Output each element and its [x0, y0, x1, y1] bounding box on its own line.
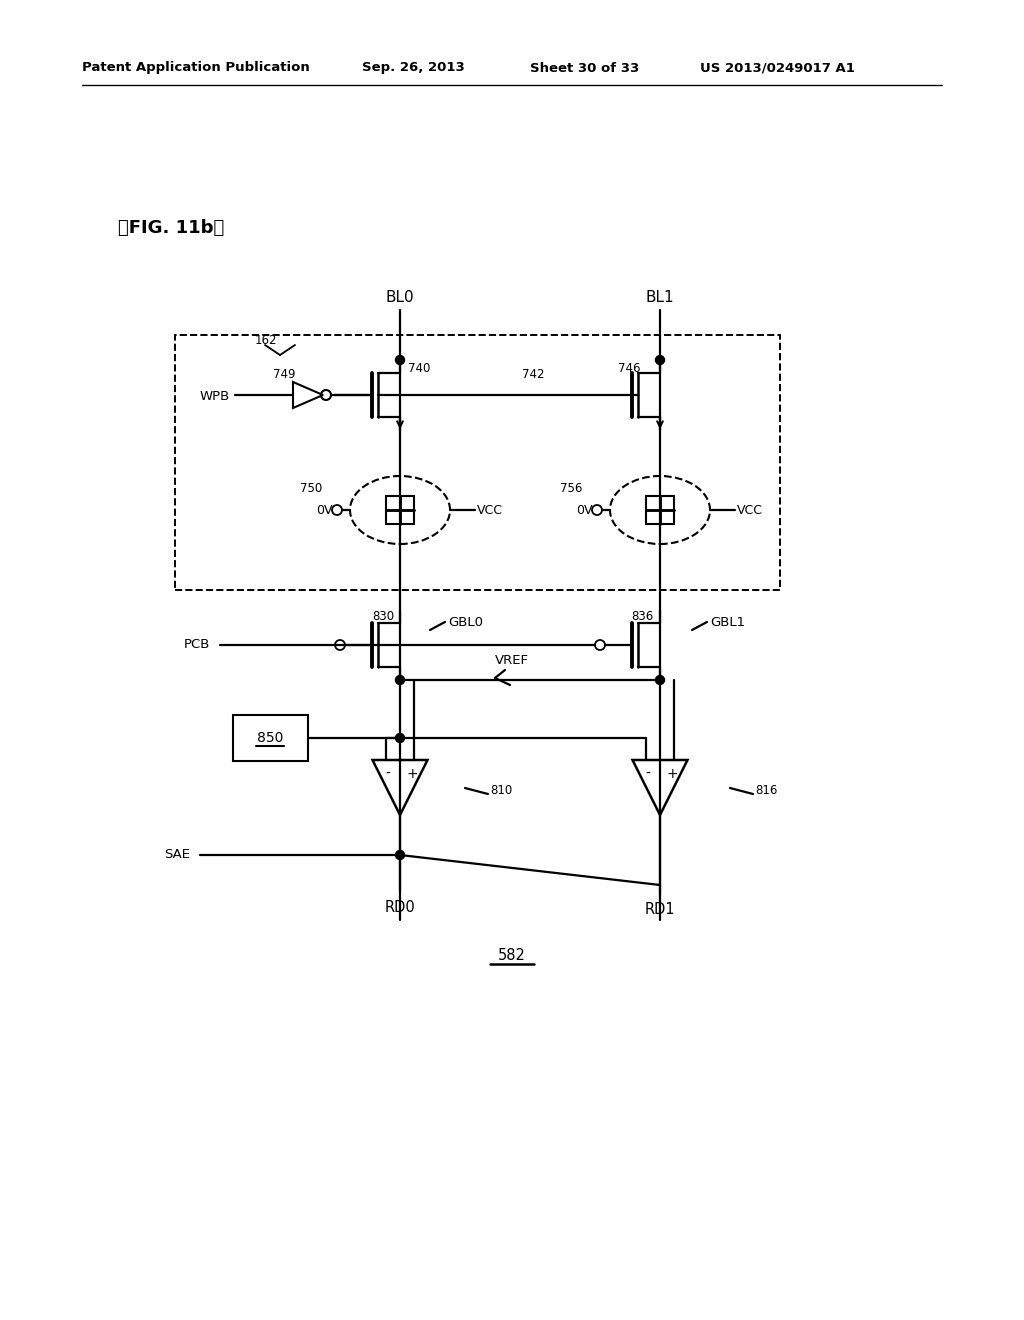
Text: Sep. 26, 2013: Sep. 26, 2013 [362, 62, 465, 74]
Text: -: - [645, 767, 650, 781]
Text: SAE: SAE [164, 849, 190, 862]
Text: PCB: PCB [183, 639, 210, 652]
Text: +: + [407, 767, 418, 781]
Text: 746: 746 [618, 362, 640, 375]
Text: RD1: RD1 [645, 903, 675, 917]
Text: Sheet 30 of 33: Sheet 30 of 33 [530, 62, 639, 74]
Text: 756: 756 [560, 482, 583, 495]
Text: 816: 816 [755, 784, 777, 796]
Text: VCC: VCC [737, 503, 763, 516]
Text: 810: 810 [490, 784, 512, 796]
Text: 740: 740 [408, 362, 430, 375]
Bar [175, 335, 780, 590]
Text: 582: 582 [498, 948, 526, 962]
Text: 0V: 0V [315, 503, 332, 516]
Text: VCC: VCC [477, 503, 503, 516]
Text: 750: 750 [300, 482, 323, 495]
Text: GBL1: GBL1 [710, 615, 745, 628]
Text: 【FIG. 11b】: 【FIG. 11b】 [118, 219, 224, 238]
Text: RD0: RD0 [385, 900, 416, 916]
Bar [646, 496, 674, 524]
Circle shape [655, 676, 665, 685]
Text: 162: 162 [255, 334, 278, 346]
Text: +: + [667, 767, 678, 781]
Circle shape [395, 734, 404, 742]
Circle shape [655, 355, 665, 364]
Text: BL1: BL1 [646, 290, 675, 305]
Text: 742: 742 [522, 368, 545, 381]
Text: 830: 830 [372, 610, 394, 623]
Text: VREF: VREF [495, 653, 529, 667]
Text: BL0: BL0 [386, 290, 415, 305]
Text: GBL0: GBL0 [449, 615, 483, 628]
Text: Patent Application Publication: Patent Application Publication [82, 62, 309, 74]
Circle shape [395, 676, 404, 685]
Text: WPB: WPB [200, 391, 230, 404]
Circle shape [395, 355, 404, 364]
Bar [232, 715, 307, 762]
Text: 0V: 0V [575, 503, 592, 516]
Text: 836: 836 [632, 610, 654, 623]
Text: 850: 850 [257, 731, 284, 744]
Text: -: - [386, 767, 390, 781]
Bar [386, 496, 414, 524]
Text: US 2013/0249017 A1: US 2013/0249017 A1 [700, 62, 855, 74]
Circle shape [395, 850, 404, 859]
Text: 749: 749 [272, 368, 295, 381]
